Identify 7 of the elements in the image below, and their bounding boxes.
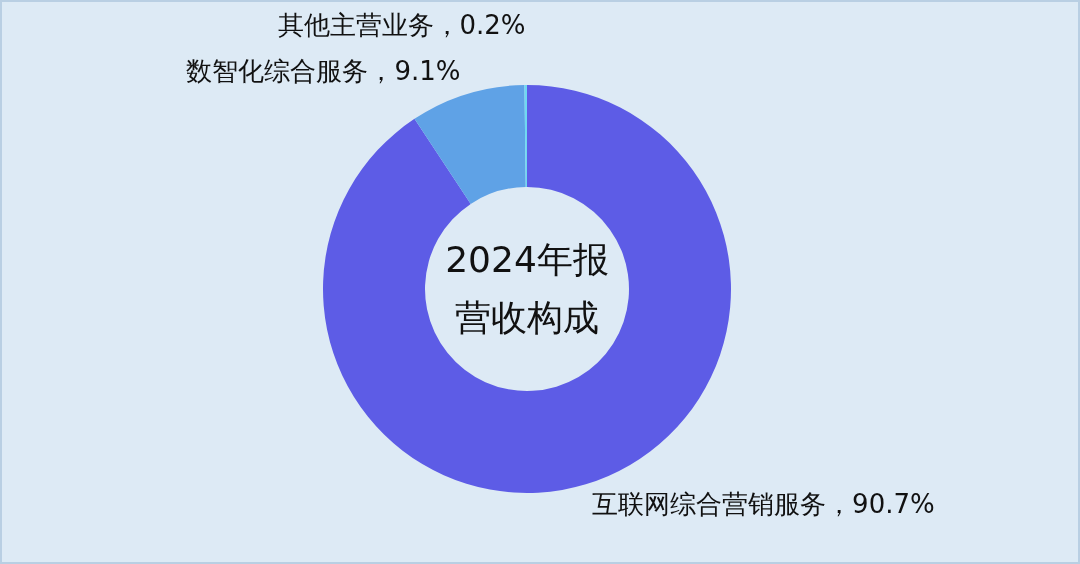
slice-label: 数智化综合服务，9.1%	[186, 56, 461, 87]
slice-label: 互联网综合营销服务，90.7%	[592, 488, 935, 519]
text: 2024年报营收构成	[444, 238, 610, 340]
slice-label: 其他主营业务，0.2%	[277, 10, 526, 41]
donut-slice	[323, 85, 731, 493]
donut-slice	[414, 85, 526, 204]
donut-slice	[524, 85, 527, 188]
